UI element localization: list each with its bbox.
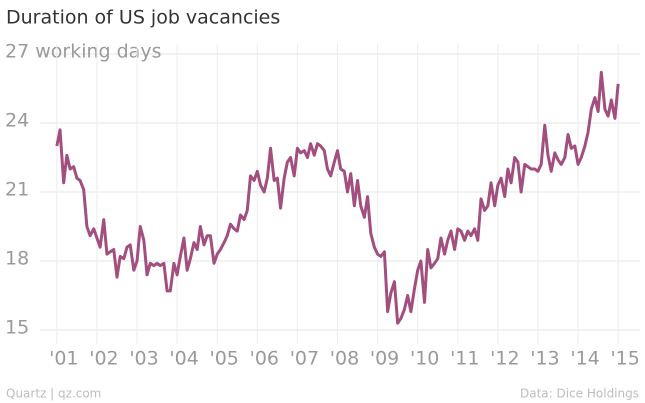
y-tick-label: 15	[5, 317, 29, 339]
y-tick-label: 24	[5, 110, 29, 132]
x-tick-label: '06	[250, 348, 279, 370]
x-tick-label: '05	[210, 348, 239, 370]
x-tick-label: '02	[89, 348, 118, 370]
x-tick-label: '07	[290, 348, 319, 370]
chart-title: Duration of US job vacancies	[6, 7, 280, 29]
x-tick-label: '12	[490, 348, 519, 370]
line	[55, 70, 620, 325]
source: Data: Dice Holdings	[520, 387, 639, 401]
x-tick-label: '13	[530, 348, 559, 370]
x-tick-label: '08	[330, 348, 359, 370]
x-tick-label: '11	[450, 348, 479, 370]
credit: Quartz | qz.com	[6, 387, 101, 401]
x-tick-label: '10	[410, 348, 439, 370]
x-tick-label: '04	[169, 348, 198, 370]
x-tick-label: '03	[129, 348, 158, 370]
x-tick-label: '01	[49, 348, 78, 370]
y-tick-label: 18	[5, 248, 29, 270]
y-tick-label: 21	[5, 179, 29, 201]
x-tick-label: '09	[370, 348, 399, 370]
y-tick-label: 27 working days	[5, 41, 161, 63]
x-tick-label: '14	[570, 348, 599, 370]
x-tick-label: '15	[610, 348, 639, 370]
